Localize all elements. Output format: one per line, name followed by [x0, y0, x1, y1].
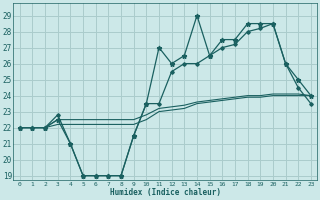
X-axis label: Humidex (Indice chaleur): Humidex (Indice chaleur) [110, 188, 221, 197]
